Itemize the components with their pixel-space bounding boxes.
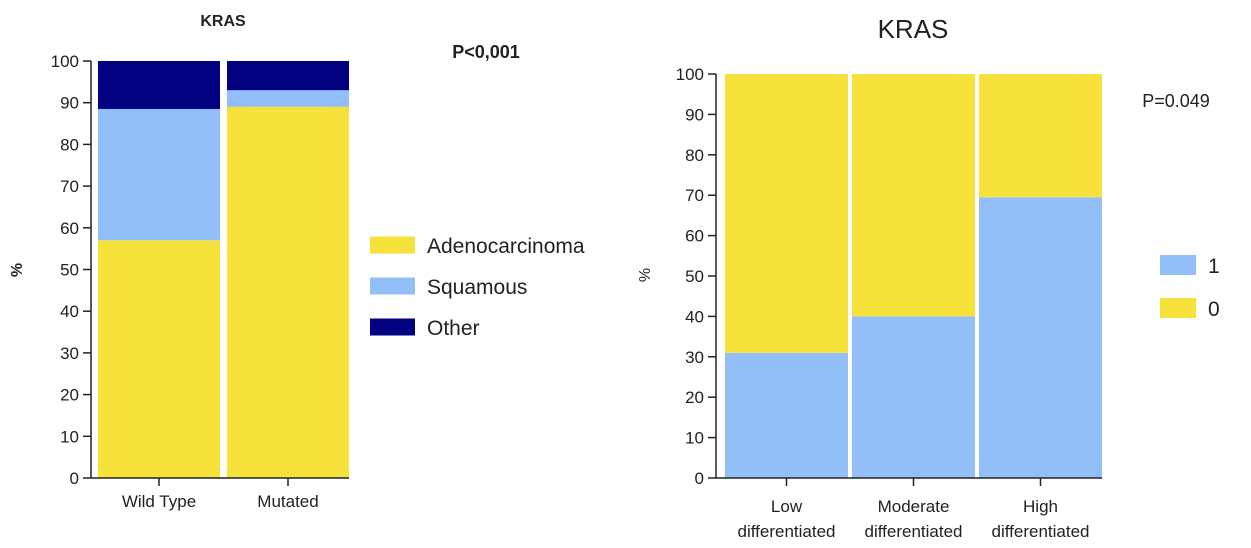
y-tick-label: 0 bbox=[695, 469, 704, 488]
x-tick-label: Wild Type bbox=[122, 492, 196, 511]
y-tick-label: 30 bbox=[60, 344, 79, 363]
y-tick-label: 50 bbox=[60, 261, 79, 280]
y-tick-label: 20 bbox=[60, 386, 79, 405]
bar-segment-0 bbox=[725, 74, 848, 353]
x-tick-label: differentiated bbox=[992, 522, 1090, 541]
y-tick-label: 100 bbox=[676, 65, 704, 84]
y-tick-label: 100 bbox=[51, 52, 79, 71]
y-tick-label: 10 bbox=[60, 427, 79, 446]
y-tick-label: 70 bbox=[60, 177, 79, 196]
p-value-annotation: P=0.049 bbox=[1142, 91, 1210, 111]
y-tick-label: 50 bbox=[685, 267, 704, 286]
x-tick-label: Low bbox=[771, 497, 803, 516]
x-tick-label: differentiated bbox=[738, 522, 836, 541]
y-tick-label: 10 bbox=[685, 429, 704, 448]
bar-segment-adenocarcinoma bbox=[227, 106, 349, 479]
y-tick-label: 60 bbox=[685, 227, 704, 246]
bar-segment-other bbox=[227, 61, 349, 91]
bar-segment-1 bbox=[725, 352, 848, 478]
x-tick-label: High bbox=[1023, 497, 1058, 516]
y-tick-label: 80 bbox=[685, 146, 704, 165]
bar-segment-squamous bbox=[98, 108, 220, 241]
bar-segment-0 bbox=[852, 74, 975, 317]
y-tick-label: 90 bbox=[60, 94, 79, 113]
y-axis-label: % bbox=[637, 268, 654, 282]
legend-swatch bbox=[370, 236, 415, 254]
legend-label: 1 bbox=[1208, 255, 1220, 278]
x-tick-label: Mutated bbox=[257, 492, 318, 511]
y-tick-label: 40 bbox=[60, 302, 79, 321]
legend-label: Other bbox=[427, 317, 480, 340]
bar-segment-1 bbox=[852, 316, 975, 478]
chart-title: KRAS bbox=[878, 14, 949, 44]
y-tick-label: 30 bbox=[685, 348, 704, 367]
x-tick-label: differentiated bbox=[865, 522, 963, 541]
bar-segment-squamous bbox=[227, 90, 349, 107]
chart-1: KRAS P<0,001% Wild Type Mutated 0 10 20 30 40 50 6… bbox=[9, 13, 585, 511]
bar-segment-other bbox=[98, 61, 220, 109]
legend-label: Adenocarcinoma bbox=[427, 235, 585, 258]
legend-swatch bbox=[370, 277, 415, 295]
y-tick-label: 40 bbox=[685, 307, 704, 326]
p-value-annotation: P<0,001 bbox=[452, 42, 520, 62]
y-tick-label: 90 bbox=[685, 105, 704, 124]
chart-2: KRAS P=0.049% Low differentiated Moderate dif… bbox=[637, 14, 1220, 541]
y-axis-label: % bbox=[9, 263, 26, 277]
bar-segment-0 bbox=[979, 74, 1102, 198]
legend-swatch bbox=[1160, 255, 1196, 275]
x-tick-label: Moderate bbox=[878, 497, 950, 516]
y-tick-label: 60 bbox=[60, 219, 79, 238]
legend-swatch bbox=[370, 318, 415, 336]
legend-label: Squamous bbox=[427, 276, 527, 299]
chart-title: KRAS bbox=[200, 13, 246, 30]
legend-swatch bbox=[1160, 298, 1196, 318]
y-tick-label: 70 bbox=[685, 186, 704, 205]
y-tick-label: 0 bbox=[70, 469, 79, 488]
legend-label: 0 bbox=[1208, 298, 1220, 321]
bar-segment-1 bbox=[979, 197, 1102, 478]
bar-segment-adenocarcinoma bbox=[98, 240, 220, 478]
y-tick-label: 80 bbox=[60, 135, 79, 154]
y-tick-label: 20 bbox=[685, 388, 704, 407]
